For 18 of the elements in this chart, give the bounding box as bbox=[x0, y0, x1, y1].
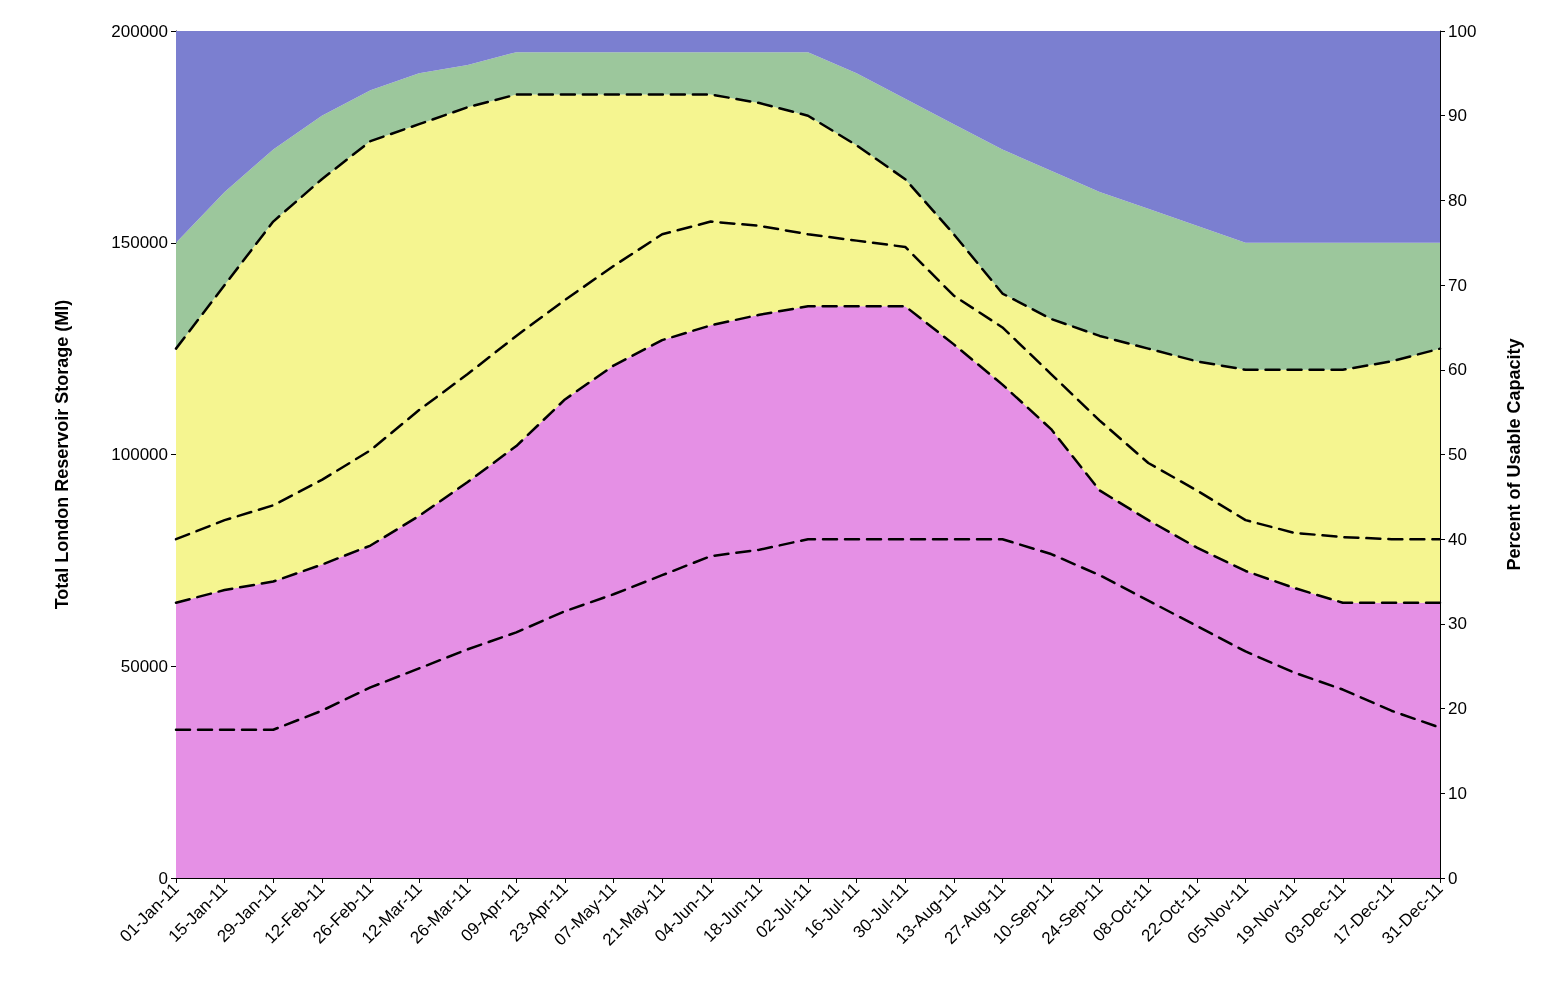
y2-tick-label: 10 bbox=[1448, 783, 1467, 803]
y2-tick-label: 100 bbox=[1448, 21, 1477, 41]
y2-tick-label: 0 bbox=[1448, 868, 1458, 888]
y-axis-title: Total London Reservoir Storage (Ml) bbox=[52, 299, 72, 610]
y-tick-label: 200000 bbox=[111, 21, 168, 41]
y2-tick-label: 50 bbox=[1448, 445, 1467, 464]
y2-tick-label: 60 bbox=[1448, 360, 1467, 380]
y2-tick-label: 40 bbox=[1448, 529, 1467, 549]
y2-tick-label: 70 bbox=[1448, 275, 1467, 295]
y2-tick-label: 90 bbox=[1448, 106, 1467, 126]
y-tick-label: 100000 bbox=[111, 445, 168, 464]
y2-tick-label: 30 bbox=[1448, 614, 1467, 634]
y2-axis-title: Percent of Usable Capacity bbox=[1504, 338, 1524, 571]
y2-tick-label: 80 bbox=[1448, 190, 1467, 210]
y-tick-label: 0 bbox=[158, 868, 168, 888]
y-tick-label: 50000 bbox=[120, 656, 168, 676]
y2-tick-label: 20 bbox=[1448, 699, 1467, 719]
y-tick-label: 150000 bbox=[111, 233, 168, 253]
